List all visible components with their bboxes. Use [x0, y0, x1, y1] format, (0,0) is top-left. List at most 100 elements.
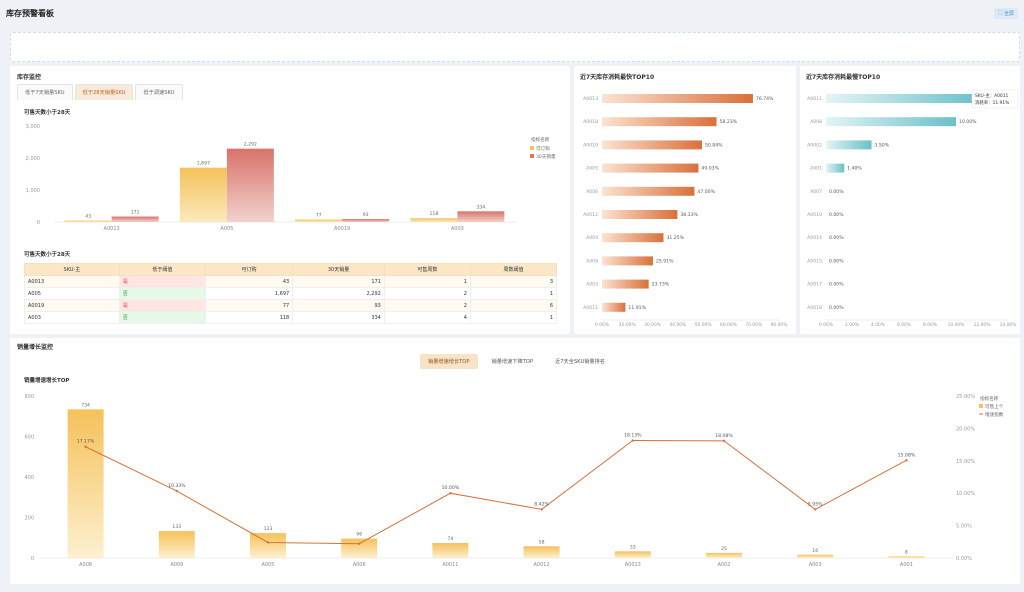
table-cell: 171 [292, 275, 385, 288]
y-category-label: A0010 [807, 212, 822, 218]
table-cell: 1 [469, 311, 558, 324]
y-category-label: A003 [586, 282, 598, 288]
x-tick-label: 70.00% [745, 322, 762, 328]
hbar [602, 233, 664, 243]
bar [432, 543, 469, 558]
data-label: 0.00% [829, 235, 844, 241]
fullscreen-icon: ⛶ [998, 10, 1002, 16]
top-slow-card: 近7天库存消耗最慢TOP10 A0011 A008 10.00% A0002 3.50%… [800, 66, 1020, 334]
line-data-label: 10.33% [168, 483, 186, 489]
data-label: 50.84% [705, 142, 723, 148]
x-tick-label: 2.00% [845, 322, 859, 328]
line-data-label: 15.08% [898, 452, 916, 458]
data-label: 23.73% [652, 282, 670, 288]
bar-data-label: 123 [264, 526, 273, 532]
tab-sku-rank[interactable]: 近7天全SKU销量排名 [555, 359, 605, 365]
y-tick-label-left: 800 [24, 394, 34, 400]
data-label: 49.03% [701, 166, 719, 172]
inventory-chart-title: 可售天数小于28天 [24, 110, 71, 116]
y-category-label: A001 [810, 166, 822, 172]
table-cell: 77 [204, 299, 294, 312]
inventory-bar-chart: 3,000 2,000 1,000 0 43 171 A0013 1,697 2,292 A005… [26, 124, 556, 232]
x-tick-label: 50.00% [695, 322, 712, 328]
hbar [826, 94, 981, 103]
table-row: A0013 是 43 171 1 3 [24, 275, 558, 288]
table-cell: 2 [383, 287, 471, 300]
y-tick-label-right: 5.00% [956, 524, 972, 530]
y-category-label: A005 [586, 166, 598, 172]
bar-data-label: 25 [721, 546, 727, 552]
data-label: 1,697 [197, 161, 210, 167]
y-category-label: A0018 [583, 119, 598, 125]
bar [797, 554, 834, 558]
fullscreen-label: 全屏 [1003, 10, 1014, 17]
y-category-label: A0011 [583, 305, 598, 311]
tab-growth-down[interactable]: 销量增速下降TOP [491, 359, 534, 365]
y-tick-label-right: 25.00% [956, 394, 975, 400]
data-label: 2,292 [244, 142, 257, 148]
data-label: 43 [85, 214, 91, 220]
table-cell: 1 [469, 287, 558, 300]
table-cell: 是 [118, 299, 206, 312]
x-tick-label: 90.00% [771, 322, 788, 328]
table-header: SKU-主 [24, 263, 120, 276]
inventory-table: SKU-主 低于阈值 可订购 30天销量 可售周数 周数阈值 A0013 是 43 171 1 3 A… [24, 263, 558, 324]
x-tick-label: A0013 [625, 562, 641, 568]
table-header: 周数阈值 [469, 263, 558, 276]
x-tick-label: A001 [900, 562, 913, 568]
table-cell: 1 [383, 275, 471, 288]
hbar [602, 210, 678, 219]
inventory-table-title: 可售天数小于28天 [24, 252, 71, 258]
tab-growth-up[interactable]: 销量增速增长TOP [420, 354, 478, 369]
table-row: A0019 是 77 93 2 6 [24, 299, 558, 312]
table-cell: 是 [118, 275, 206, 288]
bar-30天销量 [111, 216, 159, 222]
data-label: 0.00% [829, 282, 844, 288]
legend-title: 指标名称 [980, 395, 999, 402]
y-category-label: A0013 [583, 96, 598, 102]
table-cell: 43 [204, 275, 294, 288]
table-cell: 93 [292, 299, 385, 312]
bar-可订购 [64, 220, 112, 222]
tooltip-text: 消耗率：11.91% [975, 99, 1009, 106]
y-category-label: A0017 [807, 282, 822, 288]
growth-line [85, 440, 907, 545]
bar-可订购 [410, 218, 458, 222]
fullscreen-button[interactable]: ⛶ 全屏 [994, 7, 1018, 19]
tab-below-7d[interactable]: 低于7天销量SKU [17, 84, 73, 100]
y-category-label: A007 [810, 189, 822, 195]
inventory-card: 库存监控 低于7天销量SKU 低于28天销量SKU 低于调速SKU 可售天数小于… [10, 66, 570, 334]
y-category-label: A008 [810, 119, 822, 125]
y-tick-label: 2,000 [26, 156, 40, 162]
y-tick-label-right: 20.00% [956, 426, 975, 432]
x-tick-label: 0.00% [595, 322, 609, 328]
x-tick-label: 12.00% [974, 322, 991, 328]
line-point [358, 542, 361, 545]
y-category-label: A006 [586, 189, 598, 195]
y-category-label: A0002 [807, 142, 822, 148]
legend-swatch [979, 404, 983, 408]
y-tick-label-right: 10.00% [956, 491, 975, 497]
table-row: A005 否 1,697 2,292 2 1 [24, 287, 558, 300]
table-cell: 3 [469, 275, 558, 288]
bar [888, 556, 925, 558]
line-data-label: 18.08% [715, 433, 733, 439]
x-tick-label: 60.00% [720, 322, 737, 328]
data-label: 171 [131, 210, 140, 216]
hbar [826, 140, 872, 150]
bar [523, 546, 560, 558]
data-label: 0.00% [829, 305, 844, 311]
data-label: 10.00% [959, 119, 977, 125]
hbar [602, 186, 695, 196]
data-label: 118 [429, 211, 438, 217]
table-cell: A0019 [24, 299, 120, 312]
table-header: 低于阈值 [118, 263, 206, 276]
tab-below-speed[interactable]: 低于调速SKU [135, 84, 183, 100]
line-point [814, 508, 817, 511]
x-tick-label: 8.00% [923, 322, 937, 328]
bar [614, 551, 651, 558]
top-slow-title: 近7天库存消耗最慢TOP10 [806, 74, 881, 81]
tab-below-28d[interactable]: 低于28天销量SKU [74, 84, 134, 100]
inventory-title: 库存监控 [17, 74, 42, 81]
table-cell: 否 [118, 311, 206, 324]
